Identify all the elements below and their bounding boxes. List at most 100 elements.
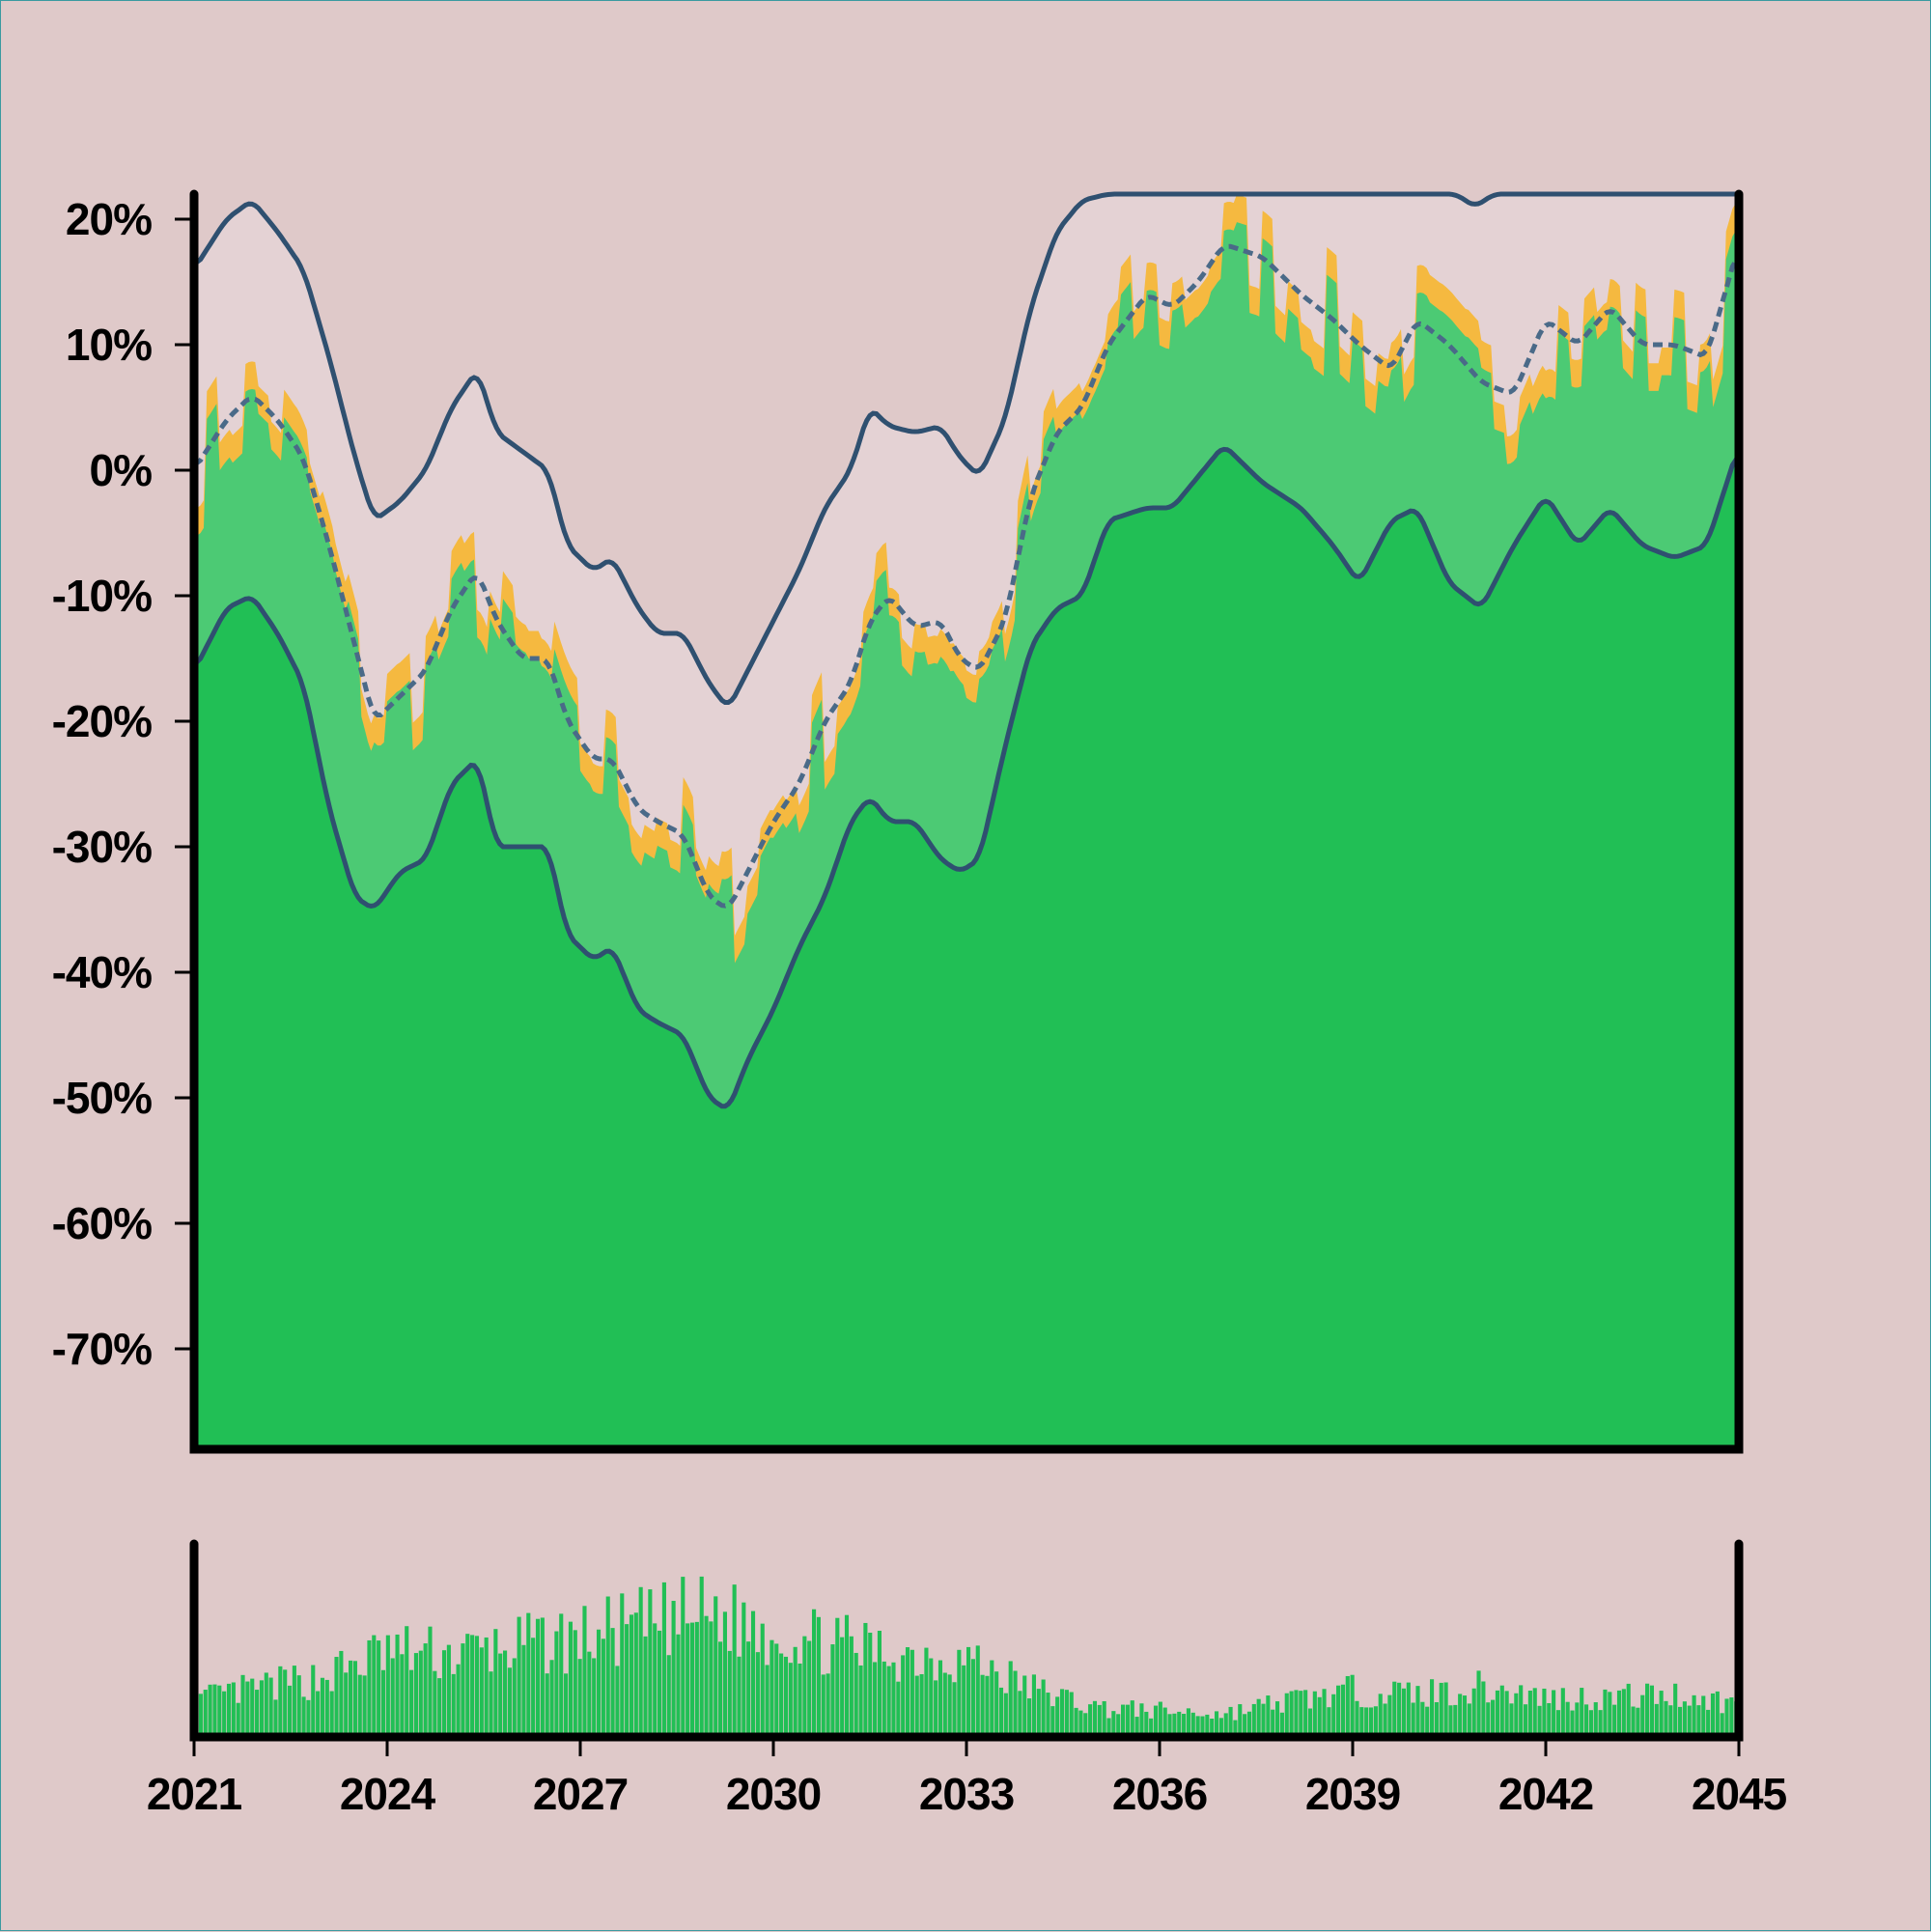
- bar: [484, 1637, 489, 1737]
- bar: [643, 1636, 648, 1737]
- bar: [268, 1677, 273, 1737]
- bar: [344, 1672, 349, 1737]
- main-plot-frame: [189, 189, 1744, 1454]
- bar: [441, 1650, 447, 1737]
- bar: [1467, 1703, 1471, 1737]
- bar: [1106, 1718, 1111, 1737]
- bar: [1266, 1695, 1271, 1737]
- bar: [1102, 1700, 1106, 1737]
- bar: [1486, 1702, 1491, 1737]
- bar: [1279, 1712, 1284, 1737]
- bar: [1359, 1707, 1364, 1737]
- bar: [638, 1586, 643, 1737]
- bar: [1692, 1694, 1696, 1737]
- bar: [830, 1644, 835, 1737]
- bar: [1439, 1682, 1443, 1737]
- bar: [1645, 1683, 1650, 1737]
- bar: [1373, 1706, 1378, 1737]
- bar: [587, 1651, 592, 1737]
- bar: [727, 1650, 732, 1737]
- bar: [835, 1617, 840, 1737]
- bar: [278, 1666, 283, 1737]
- bar: [1074, 1707, 1078, 1737]
- bar: [924, 1647, 929, 1737]
- bar-series: [194, 1576, 1739, 1737]
- bar: [1200, 1716, 1205, 1737]
- bar: [1491, 1699, 1496, 1737]
- bar: [709, 1621, 714, 1737]
- bar: [962, 1665, 966, 1737]
- bar: [1654, 1703, 1659, 1737]
- upper-band-line: [192, 191, 1739, 705]
- bar: [283, 1669, 288, 1737]
- bar: [409, 1669, 414, 1737]
- bar: [1223, 1713, 1228, 1737]
- bar: [812, 1609, 817, 1737]
- bar: [1018, 1691, 1022, 1737]
- bar: [1336, 1685, 1341, 1737]
- bar: [1608, 1692, 1612, 1737]
- bar: [629, 1614, 634, 1737]
- bar: [1195, 1716, 1200, 1737]
- bar: [601, 1638, 605, 1737]
- bar: [1537, 1705, 1542, 1737]
- bar: [877, 1631, 882, 1737]
- bar: [1027, 1698, 1032, 1737]
- bar: [357, 1674, 362, 1737]
- bar: [1668, 1705, 1673, 1737]
- bar: [966, 1646, 971, 1737]
- bar: [296, 1675, 301, 1737]
- bar: [681, 1577, 686, 1737]
- bar: [568, 1621, 573, 1737]
- bar: [615, 1666, 620, 1737]
- bar: [732, 1584, 737, 1737]
- bar: [582, 1606, 587, 1737]
- bar: [882, 1661, 886, 1737]
- bar: [1243, 1714, 1247, 1737]
- bar: [1420, 1701, 1425, 1737]
- bar: [1430, 1679, 1435, 1737]
- bar: [507, 1667, 512, 1737]
- bar: [610, 1628, 615, 1737]
- y-tick-label: -20%: [52, 696, 152, 746]
- bar: [947, 1674, 952, 1737]
- bar: [1162, 1707, 1167, 1737]
- bar: [1453, 1704, 1458, 1737]
- bar: [1078, 1710, 1083, 1737]
- bar: [517, 1616, 521, 1737]
- bar: [661, 1582, 666, 1737]
- bar: [465, 1634, 470, 1737]
- y-tick-label: -70%: [52, 1324, 152, 1374]
- bar: [1612, 1704, 1617, 1737]
- bar: [1406, 1682, 1411, 1737]
- bar: [1523, 1704, 1528, 1737]
- bar: [714, 1596, 718, 1737]
- bar: [676, 1634, 681, 1737]
- bar: [306, 1699, 311, 1737]
- bar: [377, 1640, 381, 1737]
- bar: [750, 1610, 756, 1737]
- sub-plot: 2021 2024 2027 2030 2033 2036 2039 2042 2045: [147, 1539, 1788, 1819]
- bar: [1210, 1719, 1215, 1737]
- bar: [1139, 1703, 1144, 1737]
- bar: [980, 1674, 985, 1737]
- bar: [807, 1640, 812, 1737]
- bar: [722, 1611, 727, 1737]
- bar: [1411, 1702, 1415, 1737]
- bar: [1233, 1720, 1238, 1737]
- bar: [765, 1665, 770, 1737]
- bar: [1621, 1689, 1626, 1737]
- bar: [1715, 1691, 1720, 1737]
- y-tick-label: -40%: [52, 947, 152, 997]
- bar: [901, 1655, 906, 1737]
- bar: [498, 1653, 503, 1737]
- bar: [489, 1671, 493, 1737]
- bar: [1294, 1690, 1299, 1737]
- bar: [1519, 1685, 1524, 1737]
- bar: [236, 1702, 240, 1737]
- bar: [1397, 1682, 1402, 1737]
- bar: [896, 1681, 901, 1737]
- bar: [1177, 1711, 1182, 1737]
- bar: [779, 1653, 784, 1737]
- bar: [1720, 1713, 1724, 1737]
